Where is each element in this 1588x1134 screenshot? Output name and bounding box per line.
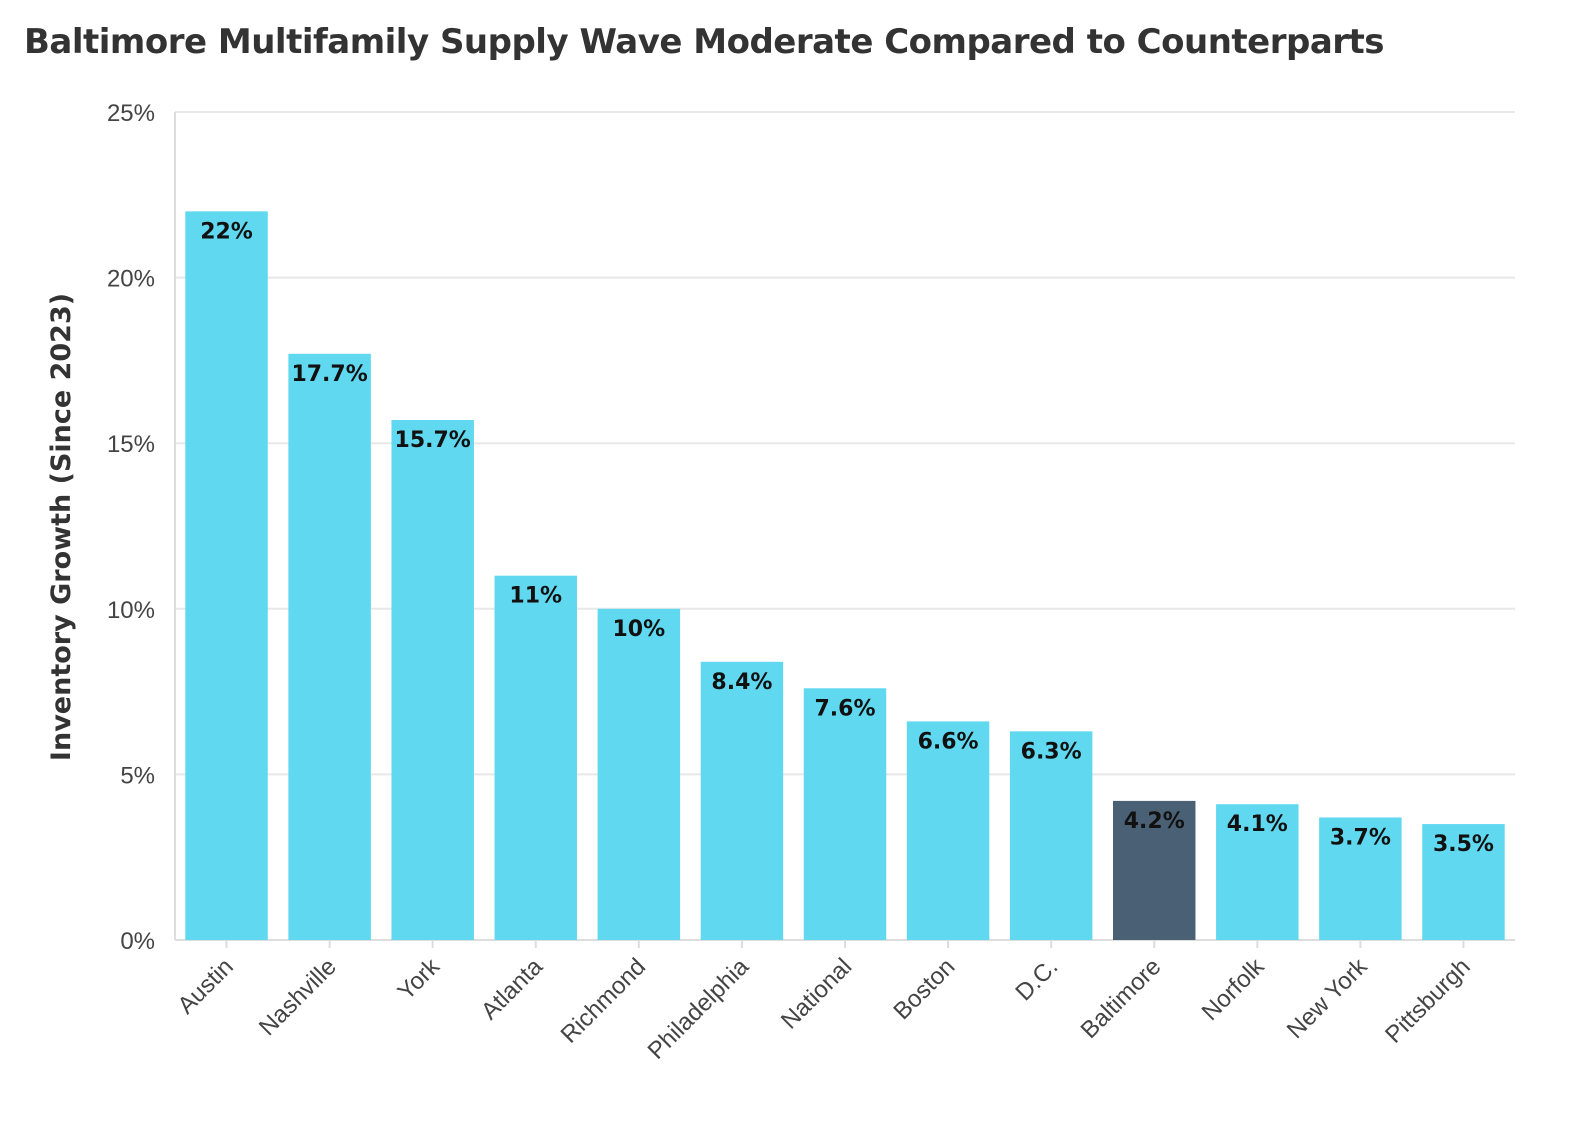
- x-tick-label: Pittsburgh: [1380, 953, 1476, 1049]
- bar-new-york: [1319, 817, 1402, 940]
- x-tick-label: New York: [1282, 952, 1373, 1043]
- bar-d-c-: [1009, 731, 1093, 940]
- x-tick-label: Atlanta: [476, 953, 548, 1025]
- data-label: 6.6%: [918, 729, 979, 754]
- chart-title: Baltimore Multifamily Supply Wave Modera…: [24, 22, 1385, 62]
- bar-atlanta: [494, 575, 577, 940]
- data-label: 10%: [613, 617, 666, 642]
- data-label: 4.2%: [1124, 809, 1185, 834]
- data-labels: 22% 17.7% 15.7% 11% 10% 8.4% 7.6% 6.6% 6.3% 4.2% 4…: [200, 219, 1494, 857]
- x-tick-label: National: [776, 953, 857, 1034]
- data-label: 8.4%: [711, 670, 772, 695]
- y-tick-label: 5%: [120, 762, 155, 789]
- data-label: 11%: [509, 584, 562, 609]
- bar-national: [803, 688, 887, 940]
- y-axis-label: Inventory Growth (Since 2023): [46, 293, 77, 761]
- x-tick-label: Nashville: [254, 953, 342, 1041]
- data-label: 3.7%: [1330, 825, 1391, 850]
- data-label: 17.7%: [291, 362, 367, 387]
- bar-baltimore: [1113, 800, 1196, 940]
- y-tick-label: 20%: [107, 266, 155, 293]
- bar-philadelphia: [700, 661, 784, 940]
- bar-austin: [185, 211, 268, 941]
- bar-richmond: [597, 608, 681, 940]
- x-tick-label: Norfolk: [1197, 952, 1271, 1026]
- y-axis-ticks: 0% 5% 10% 15% 20% 25%: [107, 100, 155, 955]
- bar-norfolk: [1216, 804, 1299, 940]
- data-label: 22%: [200, 219, 253, 244]
- data-label: 3.5%: [1433, 832, 1494, 857]
- x-tick-label: Boston: [888, 953, 960, 1025]
- x-tick-label: York: [392, 952, 445, 1005]
- data-label: 4.1%: [1227, 812, 1288, 837]
- x-tick-label: Philadelphia: [643, 953, 755, 1065]
- x-tick-label: D.C.: [1010, 953, 1063, 1006]
- x-tick-label: Baltimore: [1076, 953, 1167, 1044]
- x-tick-label: Austin: [173, 953, 239, 1019]
- bars: [185, 211, 1505, 941]
- y-tick-label: 10%: [107, 597, 155, 624]
- data-label: 15.7%: [395, 428, 471, 453]
- bar-york: [391, 420, 474, 940]
- x-tick-label: Richmond: [556, 953, 651, 1048]
- data-label: 6.3%: [1021, 739, 1082, 764]
- y-tick-label: 0%: [120, 928, 155, 955]
- data-label: 7.6%: [814, 696, 875, 721]
- bar-boston: [906, 721, 990, 940]
- bar-pittsburgh: [1422, 824, 1505, 940]
- y-tick-label: 25%: [107, 100, 155, 127]
- x-axis-ticks: Austin Nashville York Atlanta RichmondPhilad…: [173, 940, 1476, 1065]
- y-tick-label: 15%: [107, 431, 155, 458]
- bar-nashville: [288, 353, 371, 940]
